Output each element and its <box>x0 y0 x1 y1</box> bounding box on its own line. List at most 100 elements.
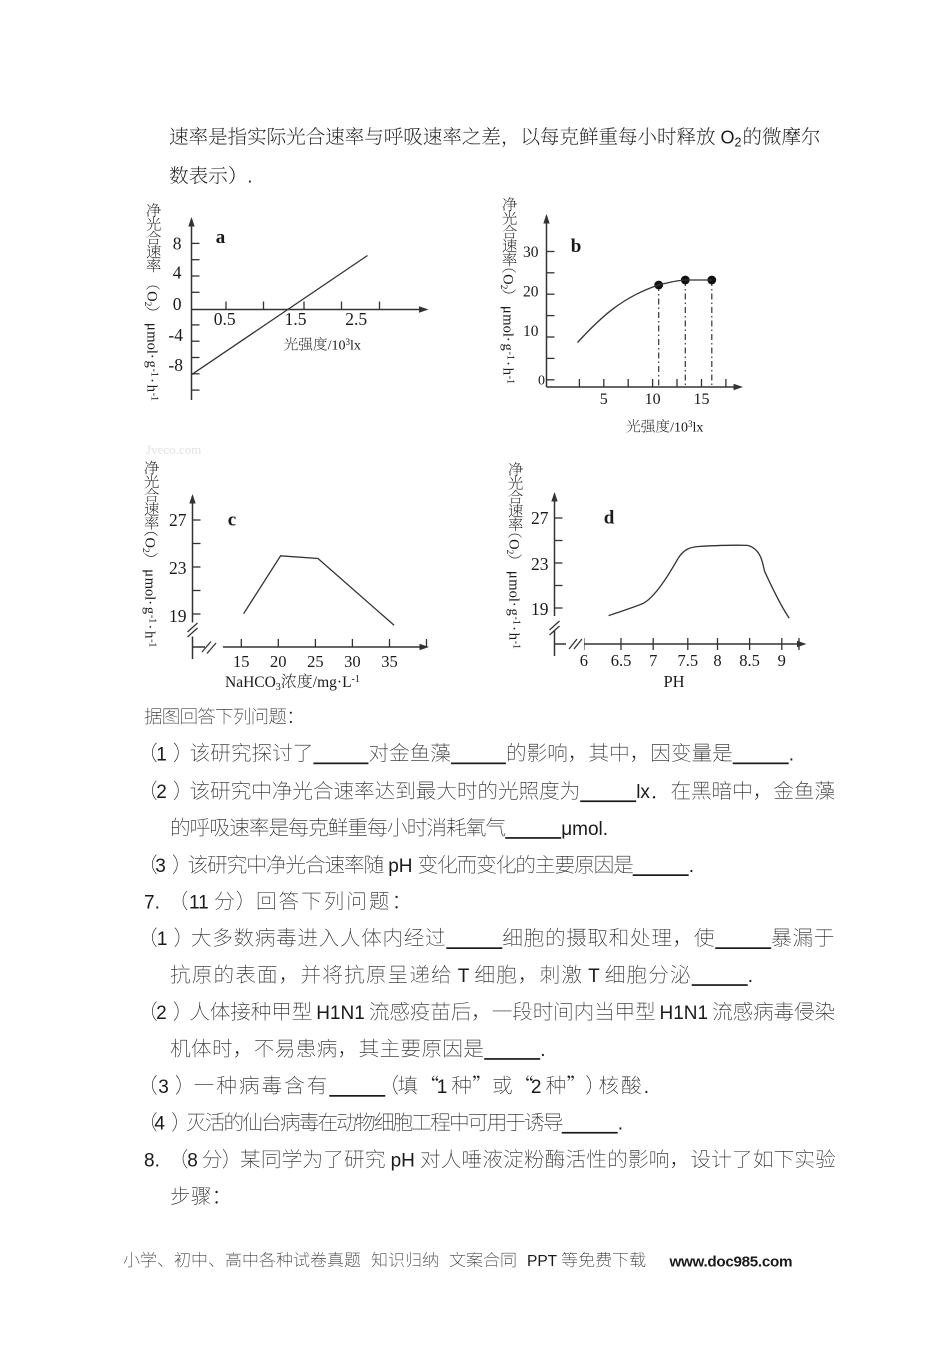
svg-text:mol: mol <box>142 578 158 601</box>
svg-text:19: 19 <box>169 606 187 626</box>
svg-text:h: h <box>142 631 158 639</box>
svg-text:-8: -8 <box>168 355 183 375</box>
svg-text:8: 8 <box>187 1151 198 1172</box>
svg-text:H1N1: H1N1 <box>316 1003 365 1024</box>
svg-text:3: 3 <box>346 337 351 347</box>
svg-text:.: . <box>618 1114 623 1135</box>
svg-text:-1: -1 <box>505 352 516 360</box>
svg-text:-1: -1 <box>147 639 158 647</box>
svg-text:2: 2 <box>531 1077 542 1098</box>
svg-text:L: L <box>342 674 351 691</box>
svg-text:2: 2 <box>735 136 742 150</box>
svg-text:·: · <box>500 337 516 342</box>
svg-text:μmol.: μmol. <box>561 819 608 840</box>
svg-text:mol: mol <box>500 314 516 337</box>
svg-text:20: 20 <box>523 284 539 301</box>
svg-text:0.5: 0.5 <box>214 309 236 329</box>
svg-text:μ: μ <box>506 571 522 579</box>
svg-text:27: 27 <box>531 508 549 528</box>
svg-text:2: 2 <box>140 548 150 553</box>
svg-text:8: 8 <box>144 1151 155 1172</box>
svg-text:23: 23 <box>531 554 549 574</box>
svg-text:3: 3 <box>276 682 281 693</box>
svg-text:h: h <box>500 368 516 376</box>
svg-text:pH: pH <box>391 1151 415 1172</box>
svg-text:1.5: 1.5 <box>285 309 307 329</box>
svg-text:lx: lx <box>693 421 704 436</box>
svg-text:.: . <box>689 856 694 877</box>
svg-text:8: 8 <box>173 234 182 254</box>
svg-text:4: 4 <box>173 263 182 283</box>
svg-text:-1: -1 <box>147 615 158 623</box>
svg-text:25: 25 <box>307 652 324 671</box>
svg-text:15: 15 <box>233 652 250 671</box>
svg-text:μ: μ <box>144 323 160 331</box>
svg-text:2: 2 <box>156 1003 167 1024</box>
svg-text:g: g <box>144 361 160 368</box>
svg-text:a: a <box>216 227 226 248</box>
svg-text:4: 4 <box>154 1114 165 1135</box>
svg-text:d: d <box>604 508 615 529</box>
svg-text:PPT: PPT <box>527 1253 558 1270</box>
svg-text:6: 6 <box>580 651 588 670</box>
svg-text:1: 1 <box>156 744 167 765</box>
svg-text:.: . <box>748 966 753 987</box>
svg-text:.: . <box>540 1040 545 1061</box>
svg-text:·: · <box>500 361 516 366</box>
svg-text:-1: -1 <box>511 617 522 625</box>
svg-text:27: 27 <box>169 510 187 530</box>
svg-text:O: O <box>506 539 522 549</box>
svg-text:·: · <box>142 625 158 630</box>
svg-text:2: 2 <box>498 285 508 290</box>
svg-text:h: h <box>506 633 522 641</box>
svg-text:3: 3 <box>155 856 166 877</box>
svg-text:c: c <box>228 510 236 531</box>
svg-text:·: · <box>506 626 522 631</box>
svg-text:·: · <box>506 602 522 607</box>
svg-text:lx: lx <box>636 782 650 803</box>
svg-text:lx: lx <box>350 339 361 354</box>
svg-text:3: 3 <box>158 1077 169 1098</box>
svg-text:-1: -1 <box>352 674 360 685</box>
svg-text:5: 5 <box>600 391 608 408</box>
svg-text:-1: -1 <box>505 376 516 384</box>
svg-text:.: . <box>789 744 794 765</box>
svg-text:μ: μ <box>500 306 516 314</box>
svg-text:O: O <box>721 128 735 148</box>
svg-text:μ: μ <box>142 569 158 577</box>
svg-text:Jveco.com: Jveco.com <box>146 442 201 457</box>
svg-text:O: O <box>500 274 516 284</box>
svg-text:·: · <box>144 354 160 359</box>
svg-text:7: 7 <box>649 651 657 670</box>
svg-text:0: 0 <box>538 374 545 389</box>
svg-text:1: 1 <box>157 929 168 950</box>
svg-text:19: 19 <box>531 599 549 619</box>
svg-text:T: T <box>458 966 470 987</box>
svg-text:O: O <box>142 538 158 548</box>
svg-text:-4: -4 <box>168 325 183 345</box>
svg-text:7: 7 <box>144 892 155 913</box>
svg-text:2: 2 <box>156 782 167 803</box>
svg-text:-1: -1 <box>511 641 522 649</box>
svg-text:H1N1: H1N1 <box>660 1003 709 1024</box>
svg-text:.: . <box>247 167 252 187</box>
svg-text:2.5: 2.5 <box>345 309 367 329</box>
svg-text:30: 30 <box>344 652 361 671</box>
svg-text:g: g <box>506 609 522 616</box>
svg-text:11: 11 <box>189 892 209 913</box>
svg-text:-1: -1 <box>149 369 160 377</box>
svg-text:8.5: 8.5 <box>739 651 760 670</box>
svg-text:9: 9 <box>778 651 786 670</box>
svg-text:2: 2 <box>504 550 514 555</box>
svg-text:g: g <box>142 607 158 614</box>
svg-text:/10: /10 <box>328 339 346 354</box>
svg-text:T: T <box>588 966 600 987</box>
svg-text:3: 3 <box>688 419 693 429</box>
svg-text:6.5: 6.5 <box>611 651 632 670</box>
svg-text:b: b <box>571 236 582 257</box>
svg-text:PH: PH <box>663 672 684 691</box>
svg-text:.: . <box>155 892 160 913</box>
svg-text:7.5: 7.5 <box>677 651 698 670</box>
svg-text:30: 30 <box>523 244 539 261</box>
svg-text:·: · <box>337 674 342 691</box>
